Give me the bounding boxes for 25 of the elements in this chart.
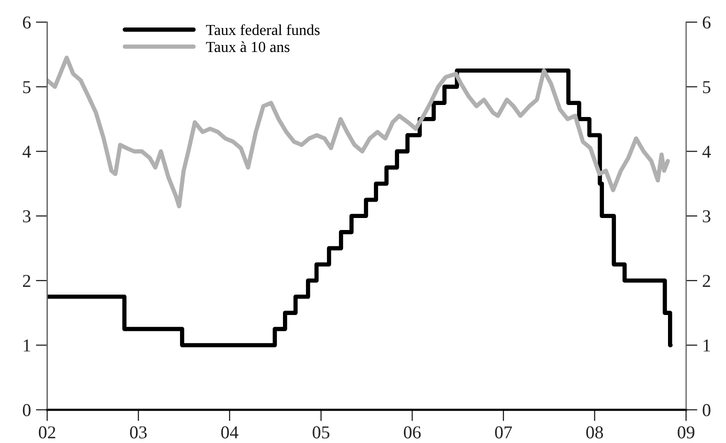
x-tick-label: 08 [586, 426, 603, 438]
y2-tick-label: 1 [704, 340, 710, 352]
y2-tick-label: 5 [703, 81, 710, 94]
y-tick-label: 5 [23, 81, 31, 94]
y2-tick-label: 0 [702, 404, 710, 416]
y-tick-label: 2 [22, 274, 30, 287]
x-tick-label: 04 [221, 426, 238, 438]
legend-label: Taux à 10 ans [206, 41, 290, 52]
y-tick-label: 6 [22, 16, 31, 29]
y-tick-label: 4 [22, 146, 31, 158]
legend-label: Taux federal funds [206, 24, 320, 36]
x-tick-label: 09 [678, 426, 694, 438]
x-tick-label: 05 [312, 426, 330, 438]
line-series [47, 56, 670, 208]
y-tick-label: 1 [24, 340, 30, 352]
x-tick-label: 07 [495, 426, 512, 438]
y-tick-label: 3 [23, 210, 31, 222]
y2-tick-label: 2 [702, 274, 710, 287]
y2-tick-label: 3 [702, 210, 710, 222]
y-tick-label: 0 [22, 404, 31, 416]
x-tick-label: 06 [404, 426, 421, 438]
y2-tick-label: 4 [702, 146, 711, 158]
y2-tick-label: 6 [702, 16, 711, 29]
x-tick-label: 02 [38, 426, 56, 438]
x-tick-label: 03 [130, 426, 147, 438]
